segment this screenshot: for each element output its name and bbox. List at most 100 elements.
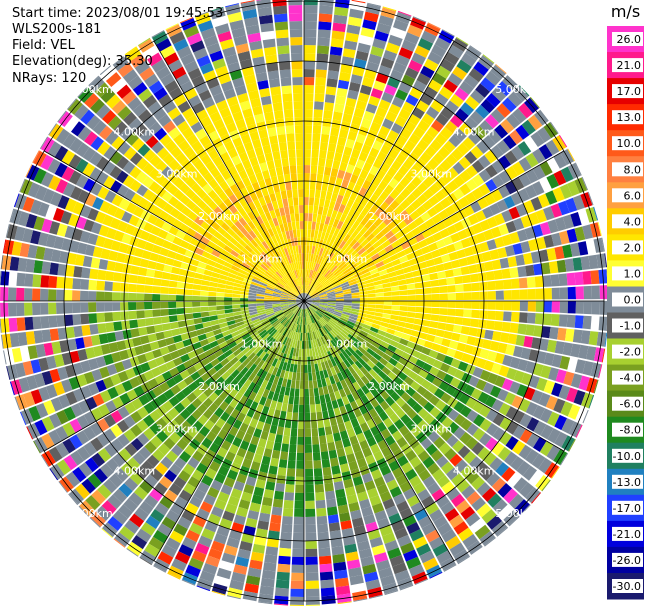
- velocity-gate-3615: [185, 276, 195, 284]
- velocity-gate-585: [326, 272, 334, 280]
- velocity-gate-421: [440, 58, 455, 72]
- velocity-gate-2786: [294, 307, 300, 314]
- velocity-gate-1013: [366, 286, 375, 291]
- velocity-gate-2294: [304, 404, 310, 413]
- velocity-gate-142: [335, 95, 346, 106]
- velocity-gate-1486: [425, 356, 436, 366]
- velocity-gate-4510: [270, 143, 280, 153]
- velocity-gate-1343: [520, 347, 531, 360]
- velocity-gate-1646: [435, 399, 447, 411]
- velocity-gate-376: [405, 94, 419, 107]
- velocity-gate-895: [348, 280, 358, 286]
- velocity-gate-2719: [247, 381, 256, 392]
- ring-label-4-3: 4.00km: [453, 465, 495, 478]
- velocity-gate-1968: [436, 550, 452, 564]
- velocity-gate-1704: [321, 317, 328, 324]
- velocity-gate-1823: [332, 338, 340, 347]
- velocity-gate-2654: [210, 479, 223, 491]
- velocity-gate-2782: [131, 535, 148, 550]
- velocity-gate-1202: [327, 302, 336, 305]
- velocity-gate-3383: [176, 314, 186, 321]
- velocity-gate-1338: [482, 339, 492, 350]
- velocity-gate-1179: [455, 301, 464, 309]
- velocity-gate-28: [304, 69, 315, 78]
- velocity-gate-1039: [570, 242, 581, 257]
- velocity-gate-2123: [378, 567, 393, 579]
- velocity-gate-934: [349, 283, 358, 289]
- velocity-gate-1522: [401, 351, 411, 361]
- velocity-gate-1504: [554, 414, 568, 431]
- velocity-gate-2273: [318, 539, 330, 549]
- velocity-gate-2279: [320, 587, 335, 597]
- velocity-gate-2111: [352, 476, 364, 487]
- velocity-gate-1361: [365, 317, 374, 323]
- velocity-gate-3436: [64, 314, 74, 327]
- velocity-gate-1843: [427, 462, 440, 475]
- velocity-gate-1240: [327, 303, 336, 306]
- velocity-gate-2200: [348, 567, 363, 578]
- velocity-gate-1573: [479, 405, 492, 418]
- velocity-gate-360: [347, 208, 356, 218]
- velocity-gate-4586: [288, 149, 296, 158]
- velocity-gate-527: [419, 151, 432, 164]
- velocity-gate-1820: [318, 319, 325, 327]
- velocity-gate-115: [334, 0, 350, 9]
- velocity-gate-97: [319, 141, 328, 151]
- velocity-gate-444: [382, 173, 393, 184]
- velocity-gate-2478: [295, 324, 299, 333]
- velocity-gate-969: [327, 292, 336, 296]
- velocity-gate-1792: [375, 384, 385, 394]
- velocity-gate-3469: [112, 302, 121, 311]
- velocity-gate-609: [462, 137, 476, 151]
- velocity-gate-2081: [384, 540, 399, 552]
- velocity-gate-1711: [360, 354, 370, 363]
- velocity-gate-1136: [423, 294, 432, 301]
- velocity-gate-114: [334, 6, 349, 17]
- velocity-gate-163: [317, 230, 323, 240]
- velocity-gate-1556: [364, 337, 374, 345]
- velocity-gate-2217: [315, 403, 322, 413]
- velocity-gate-1428: [573, 390, 586, 406]
- velocity-gate-809: [553, 153, 567, 169]
- velocity-gate-2030: [362, 447, 373, 458]
- velocity-gate-1830: [365, 381, 375, 392]
- velocity-gate-2239: [335, 577, 350, 588]
- velocity-gate-1333: [443, 330, 453, 340]
- velocity-gate-714: [414, 216, 425, 227]
- velocity-gate-2236: [332, 553, 346, 564]
- velocity-gate-26: [304, 85, 314, 94]
- velocity-gate-1902: [340, 361, 348, 370]
- velocity-gate-3471: [96, 302, 105, 312]
- velocity-gate-84: [309, 245, 313, 254]
- velocity-gate-2793: [259, 351, 267, 360]
- velocity-gate-1049: [351, 292, 360, 296]
- velocity-gate-3499: [184, 295, 193, 301]
- velocity-gate-814: [318, 290, 326, 295]
- velocity-gate-833: [453, 221, 465, 232]
- velocity-gate-2721: [239, 395, 248, 405]
- velocity-gate-2438: [300, 308, 303, 317]
- velocity-gate-2408: [290, 380, 296, 389]
- velocity-gate-1483: [404, 346, 414, 355]
- velocity-gate-828: [418, 239, 428, 249]
- velocity-gate-1366: [403, 327, 413, 335]
- velocity-gate-2395: [274, 587, 289, 597]
- velocity-gate-3461: [176, 301, 185, 308]
- velocity-gate-3437: [56, 315, 66, 327]
- velocity-gate-2036: [379, 491, 392, 503]
- velocity-gate-1087: [343, 296, 352, 299]
- velocity-gate-2051: [309, 315, 313, 324]
- velocity-gate-2776: [159, 496, 174, 509]
- velocity-gate-1164: [336, 301, 344, 303]
- velocity-gate-2295: [304, 412, 311, 421]
- velocity-gate-203: [324, 216, 331, 225]
- velocity-gate-907: [438, 246, 449, 256]
- velocity-gate-428: [312, 280, 318, 288]
- velocity-gate-233: [306, 285, 310, 294]
- velocity-gate-20: [304, 133, 312, 142]
- colorbar-tick-21: -30.0: [613, 580, 641, 593]
- velocity-gate-573: [464, 116, 479, 131]
- velocity-gate-2219: [317, 419, 324, 429]
- velocity-gate-1056: [406, 283, 416, 290]
- velocity-gate-1619: [518, 444, 533, 460]
